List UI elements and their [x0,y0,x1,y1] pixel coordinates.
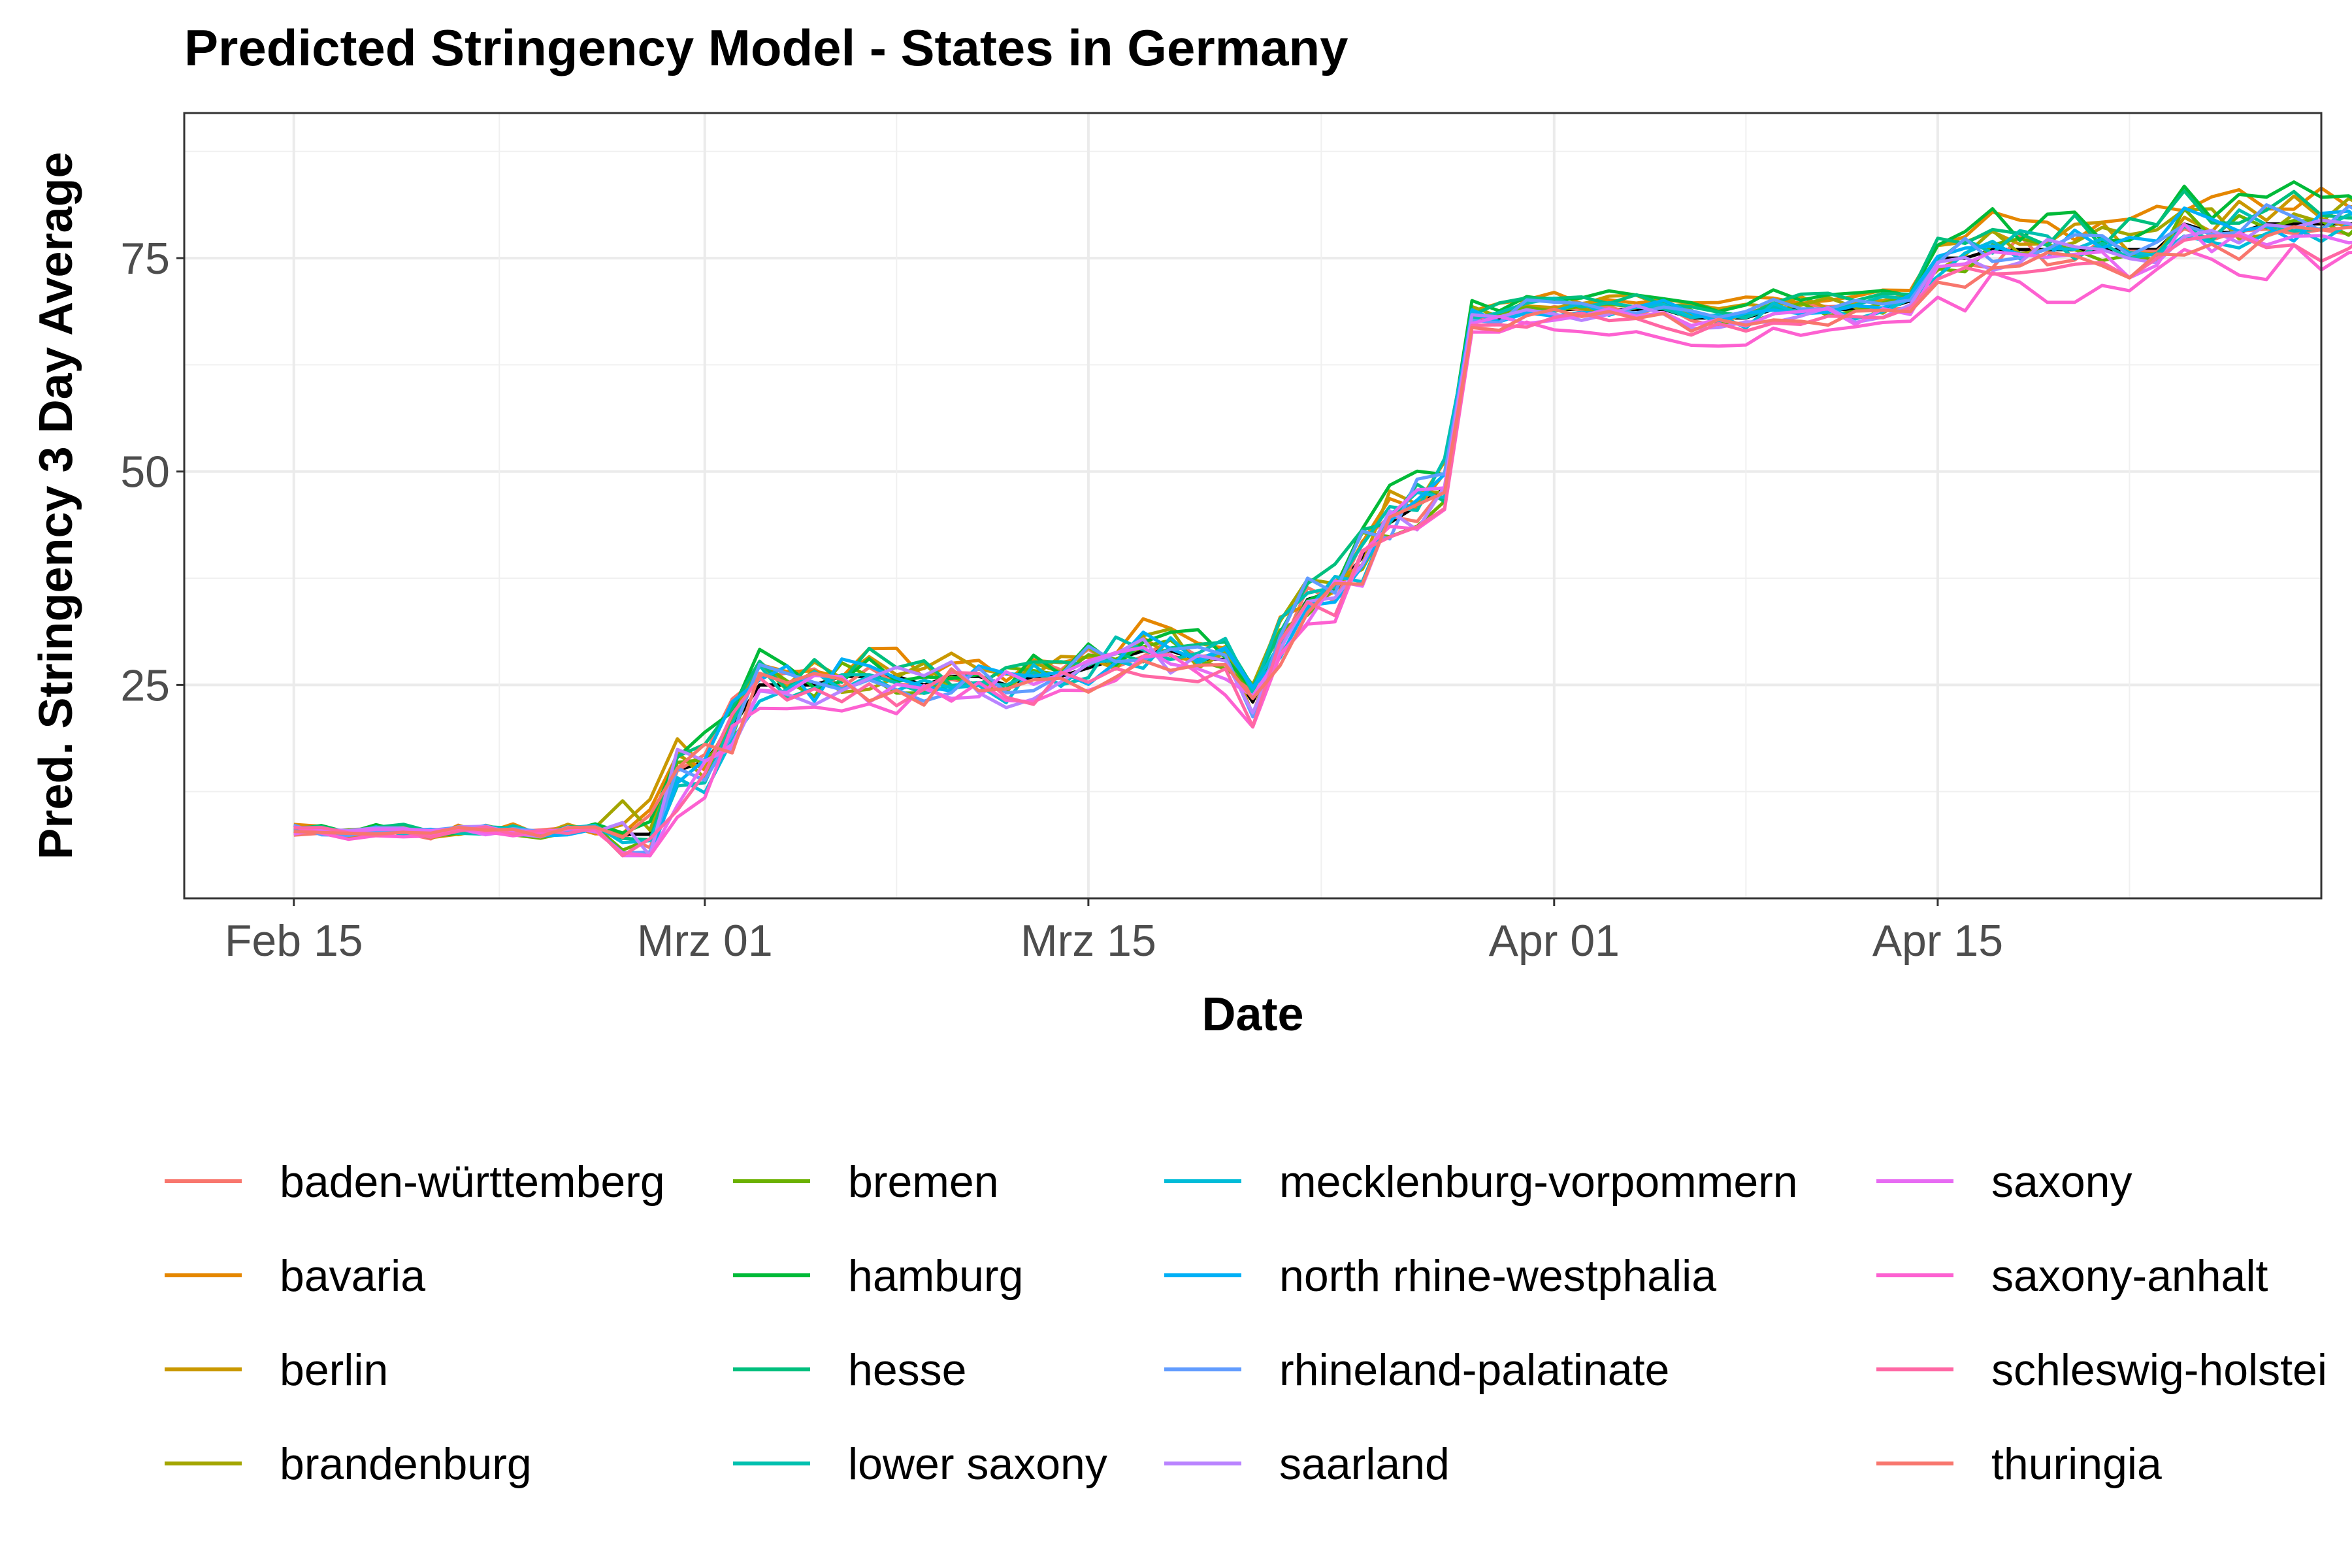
legend-label: bremen [848,1157,999,1207]
y-axis-title: Pred. Stringency 3 Day Average [30,152,82,859]
axes: 25 50 75 Feb 15 Mrz 01 Mrz 15 Apr 01 Apr 15 [120,234,2003,966]
y-tick-label: 25 [120,661,170,710]
chart-title: Predicted Stringency Model - States in G… [184,19,1348,76]
legend-label: schleswig-holstei [1991,1345,2327,1395]
legend-label: bavaria [280,1251,425,1301]
legend: baden-württemberg bavaria berlin brandenbur… [165,1157,2327,1489]
series-lines [293,180,2352,858]
x-tick-label: Mrz 01 [637,916,773,966]
series-line [293,203,2352,855]
legend-label: saxony [1991,1157,2132,1207]
y-tick-label: 50 [120,448,170,497]
panel-border [183,112,2323,900]
series-line [293,225,2352,840]
x-axis-title: Date [1201,988,1303,1041]
legend-label: hamburg [848,1251,1023,1301]
legend-label: north rhine-westphalia [1279,1251,1716,1301]
series-line [293,234,2352,858]
legend-label: saxony-anhalt [1991,1251,2268,1301]
legend-label: thuringia [1991,1439,2162,1489]
x-tick-label: Apr 01 [1489,916,1620,966]
legend-label: brandenburg [280,1439,532,1489]
legend-label: lower saxony [848,1439,1107,1489]
series-line [293,243,2352,858]
legend-label: baden-württemberg [280,1157,665,1207]
x-tick-label: Apr 15 [1872,916,2003,966]
legend-label: hesse [848,1345,966,1395]
legend-label: berlin [280,1345,388,1395]
series-line [293,206,2352,858]
y-tick-label: 75 [120,234,170,284]
legend-label: mecklenburg-vorpommern [1279,1157,1798,1207]
x-tick-label: Mrz 15 [1021,916,1156,966]
legend-label: saarland [1279,1439,1450,1489]
x-tick-label: Feb 15 [225,916,363,966]
legend-label: rhineland-palatinate [1279,1345,1669,1395]
